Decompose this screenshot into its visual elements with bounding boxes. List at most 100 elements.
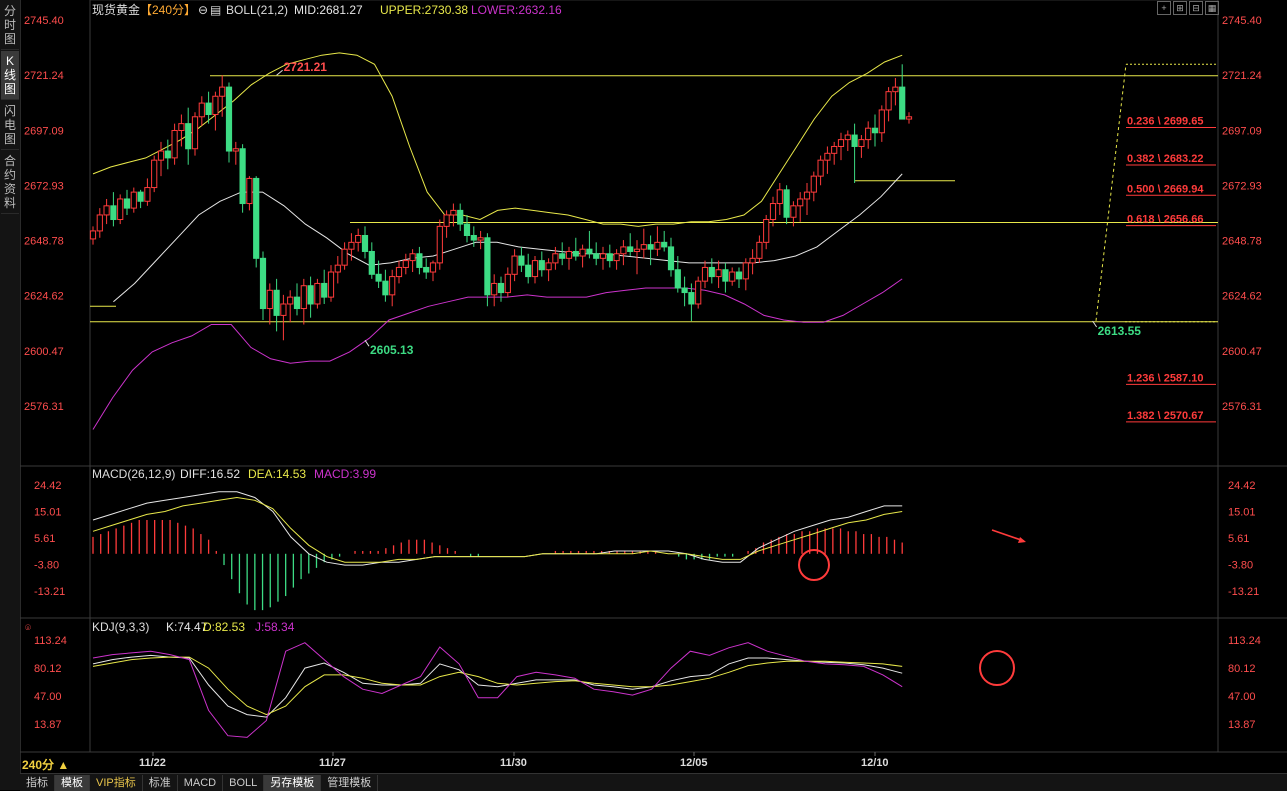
candle-body [715,269,722,278]
layout-icon[interactable]: ▦ [1205,1,1219,15]
candle-body [667,246,675,271]
candle-body [620,246,627,255]
candle-body [797,198,804,207]
candle-body [137,191,144,202]
tab-flash[interactable]: 闪电图 [1,101,19,150]
candle-body [198,102,205,118]
tab-vip-indicators[interactable]: VIP指标 [90,774,143,791]
candle-body [593,253,600,259]
symbol-name: 现货黄金 [92,2,140,17]
macd-arrow-head [1018,537,1026,543]
tab-timeshare[interactable]: 分时图 [1,1,19,50]
price-tick-left: 2648.78 [24,236,64,248]
tab-kline[interactable]: K线图 [1,51,19,100]
boll-icon: ▤ [210,3,221,17]
candle-body [463,223,471,236]
candle-body [123,198,131,209]
period-label: 【240分】 [140,3,196,17]
tab-standard[interactable]: 标准 [143,774,178,791]
zoom-out-icon[interactable]: ⊟ [1189,1,1203,15]
fibonacci-projection: 0.236 \ 2699.65 0.382 \ 2683.22 0.500 \ 26… [1095,63,1216,423]
tab-manage-templates[interactable]: 管理模板 [321,774,379,791]
period-selector[interactable]: 240分 ▲ [22,758,70,772]
zoom-in-icon[interactable]: ⊞ [1173,1,1187,15]
kdj-tick-right: 113.24 [1228,635,1261,647]
boll-upper: UPPER:2730.38 [380,3,468,17]
price-axis: 2745.40 2745.40 2721.24 2721.24 2697.09 2697.… [24,15,1262,413]
boll-lower: LOWER:2632.16 [471,3,562,17]
bottom-toolbar: 指标 模板 VIP指标 标准 MACD BOLL 另存模板 管理模板 [20,773,1287,791]
candle-body [273,289,280,316]
kdj-settings-icon[interactable]: ⌾ [25,623,31,634]
candle-body [647,244,654,250]
candle-body [810,175,817,193]
candle-body [450,209,457,216]
candle-body [429,262,437,273]
candle-body [803,191,811,200]
annotation-pointer [276,69,283,76]
candle-body [402,260,409,268]
tab-templates[interactable]: 模板 [55,774,90,791]
candlesticks [89,64,913,341]
candle-body [633,248,641,252]
price-tick-left: 2697.09 [24,125,64,137]
candle-body [525,264,532,278]
candle-body [470,234,477,241]
price-tick-right: 2576.31 [1222,401,1262,413]
candle-body [851,134,858,147]
candle-body [423,266,430,273]
candle-body [559,253,566,259]
support-resistance-lines [90,75,1218,323]
candle-body [219,86,226,97]
candle-body [232,148,239,152]
tab-macd[interactable]: MACD [178,774,224,791]
candle-body [756,241,763,259]
candle-body [185,123,192,150]
price-chart[interactable]: 现货黄金 【240分】 ⊖ ▤ BOLL(21,2) MID:2681.27 U… [20,0,1287,773]
candle-body [246,177,253,205]
crosshair-icon[interactable]: + [1157,1,1171,15]
kdj-tick-left: 113.24 [34,635,67,647]
candle-body [389,276,396,296]
price-tick-right: 2721.24 [1222,70,1262,82]
candle-body [681,287,688,294]
tab-indicators[interactable]: 指标 [20,774,55,791]
annotation-label: 2721.21 [284,60,328,74]
candle-body [171,129,178,159]
macd-tick-left: -3.80 [34,559,59,571]
candle-body [191,116,199,150]
tab-boll[interactable]: BOLL [223,774,265,791]
candle-body [395,266,403,278]
time-tick-label: 12/05 [680,757,708,769]
price-tick-right: 2672.93 [1222,180,1262,192]
candle-body [375,273,382,282]
candle-body [259,257,267,310]
annotation-label: 2613.55 [1098,324,1142,338]
annotation-pointer [364,339,370,347]
candle-body [701,266,709,282]
time-tick-label: 11/30 [500,757,527,769]
settings-icon[interactable]: ⊖ [198,3,208,17]
kdj-j: J:58.34 [255,620,295,634]
candle-body [538,260,545,271]
fib-level-label: 1.382 \ 2570.67 [1127,410,1203,422]
tab-save-template[interactable]: 另存模板 [264,774,322,791]
candle-body [110,205,117,221]
candle-body [871,127,879,134]
macd-crossover-circle [798,549,830,581]
macd-diff: DIFF:16.52 [180,467,240,481]
kdj-tick-left: 80.12 [34,663,62,675]
macd-dea: DEA:14.53 [248,467,306,481]
candle-body [144,187,151,202]
kdj-tick-left: 13.87 [34,719,62,731]
tab-contract-info[interactable]: 合约资料 [1,151,19,214]
candle-body [96,214,103,232]
candle-body [103,205,110,216]
candle-body [327,271,335,298]
candle-body [443,214,450,227]
annotation-pointer [1092,320,1098,328]
annotation-label: 2605.13 [370,343,414,357]
macd-arrow [991,529,1025,542]
candle-body [368,250,375,275]
